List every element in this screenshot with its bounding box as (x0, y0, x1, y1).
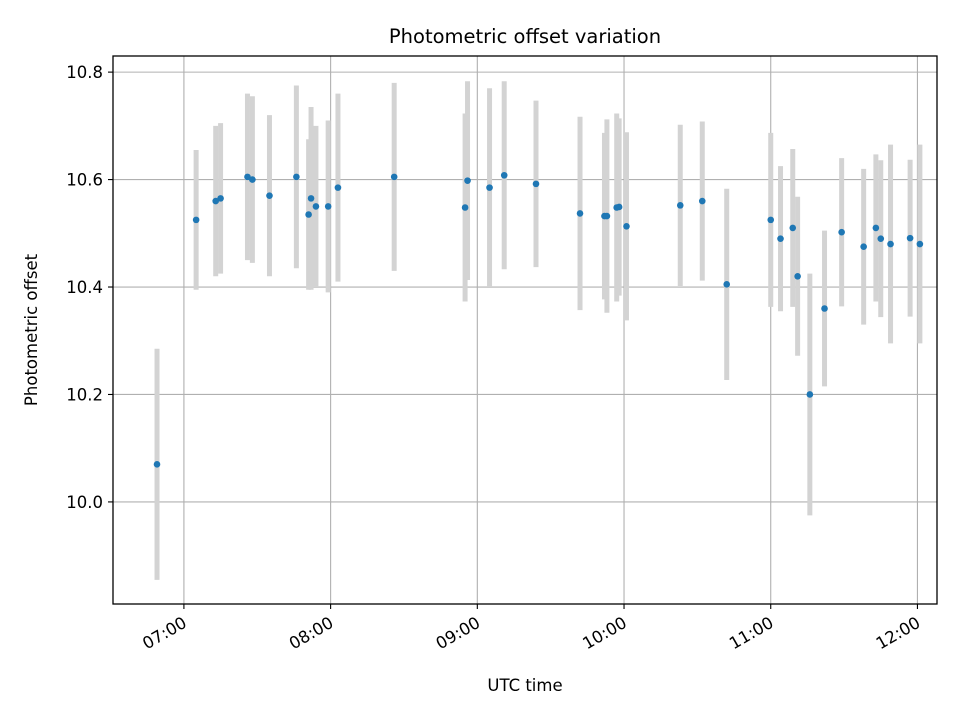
data-points (153, 171, 924, 468)
data-point (789, 224, 797, 232)
data-point (266, 192, 273, 199)
data-point (212, 197, 219, 205)
data-point (615, 203, 623, 211)
data-point (217, 195, 224, 202)
y-tick-label: 10.4 (66, 278, 103, 297)
data-point (777, 235, 784, 242)
data-point (390, 173, 398, 181)
y-axis-label: Photometric offset (22, 253, 41, 406)
data-point (872, 224, 880, 232)
data-point (794, 272, 801, 280)
data-point (500, 171, 508, 179)
data-point (887, 240, 894, 248)
data-point (906, 234, 914, 242)
data-point (307, 195, 315, 202)
data-point (838, 228, 845, 236)
plot-frame (112, 55, 938, 605)
data-point (334, 184, 342, 191)
data-point (877, 235, 885, 242)
y-tick-label: 10.0 (66, 493, 103, 512)
data-point (312, 203, 320, 210)
y-axis-ticks: 10.0 10.2 10.4 10.6 10.8 (66, 63, 113, 512)
data-point (153, 461, 161, 468)
data-point (461, 204, 469, 211)
data-point (623, 223, 630, 230)
data-point (698, 197, 706, 205)
data-point (305, 211, 312, 218)
data-point (324, 203, 332, 210)
data-point (576, 210, 584, 217)
data-point (486, 184, 493, 191)
data-point (532, 180, 540, 188)
data-point (244, 173, 251, 181)
y-tick-label: 10.6 (66, 171, 103, 190)
data-point (464, 177, 471, 184)
chart-title: Photometric offset variation (389, 25, 661, 48)
data-point (821, 305, 828, 312)
data-point (249, 176, 256, 183)
data-point (916, 240, 924, 248)
data-point (293, 173, 300, 181)
data-point (676, 202, 684, 209)
data-point (723, 281, 731, 288)
data-point (806, 391, 814, 398)
y-tick-label: 10.8 (66, 63, 103, 82)
y-tick-label: 10.2 (66, 385, 103, 404)
data-point (860, 243, 867, 251)
data-point (603, 212, 611, 220)
data-point (767, 216, 775, 224)
x-axis-label: UTC time (487, 676, 562, 695)
data-point (192, 216, 200, 224)
